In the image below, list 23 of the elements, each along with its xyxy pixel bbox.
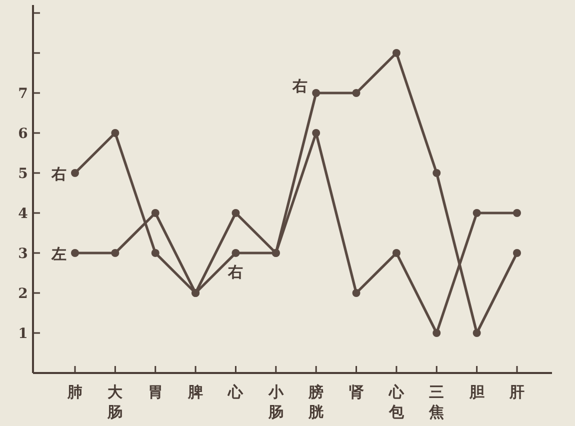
x-tick-label: 大肠 — [106, 383, 124, 421]
series-label: 左 — [50, 245, 66, 263]
x-tick-label: 肾 — [348, 383, 364, 401]
x-tick-label: 膀胱 — [308, 383, 325, 421]
y-tick-label: 6 — [18, 126, 28, 142]
x-tick-label: 肝 — [508, 383, 524, 401]
y-tick-label: 2 — [18, 286, 28, 302]
y-tick-label: 4 — [18, 206, 28, 222]
y-tick-label: 3 — [18, 246, 28, 262]
x-tick-label: 小肠 — [267, 383, 284, 421]
x-tick-label: 心 — [227, 383, 244, 401]
x-tick-label: 胃 — [148, 383, 163, 401]
x-tick-label: 心包 — [388, 383, 405, 421]
annotation: 右 — [292, 77, 308, 95]
y-tick-label: 7 — [18, 86, 28, 102]
x-tick-label: 三焦 — [428, 383, 444, 421]
x-tick-label: 胆 — [468, 383, 484, 401]
x-tick-label: 脾 — [187, 383, 204, 401]
x-tick-label: 肺 — [66, 383, 82, 401]
y-tick-label: 1 — [18, 326, 28, 342]
annotation: 右 — [227, 263, 244, 281]
series-label: 右 — [50, 165, 66, 183]
y-tick-label: 5 — [18, 166, 28, 182]
